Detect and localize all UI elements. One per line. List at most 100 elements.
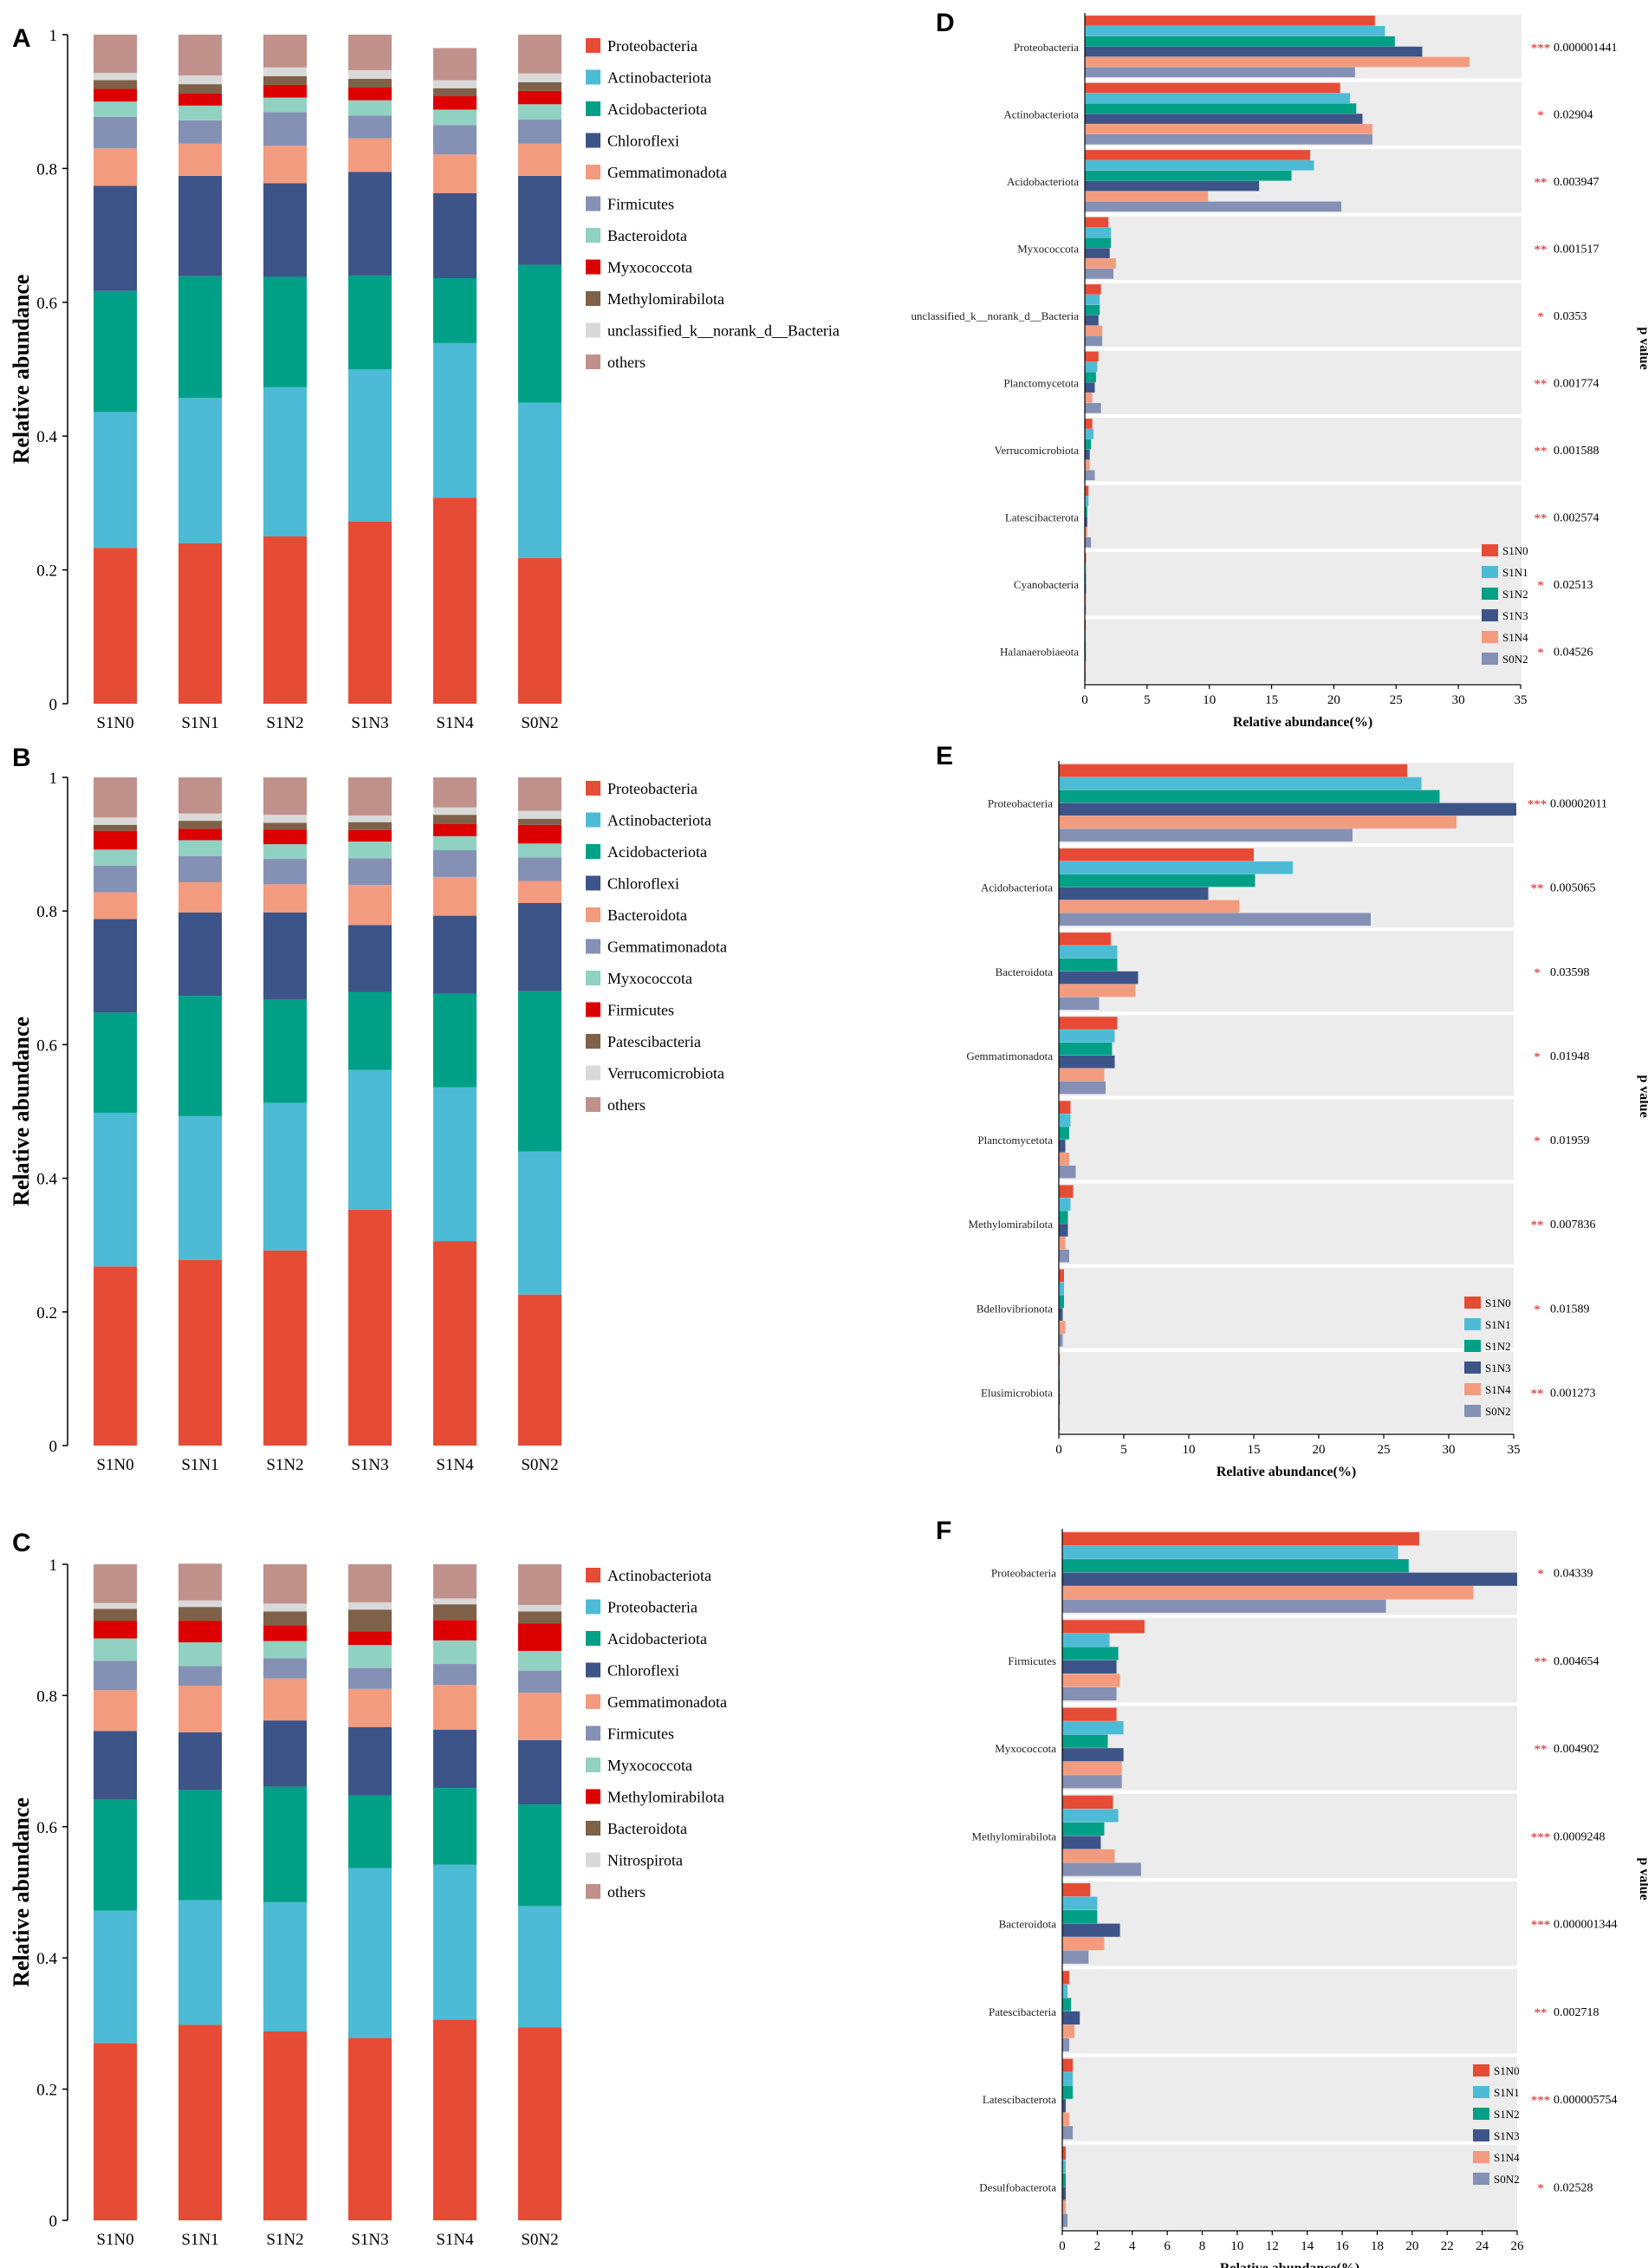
bar-segment: [433, 807, 477, 816]
bar-segment: [433, 278, 477, 343]
bar-segment: [348, 1688, 392, 1727]
legend-label: Myxococcota: [607, 970, 692, 987]
y-tick-label: 0: [49, 696, 58, 714]
bar-segment: [348, 100, 392, 116]
bar-segment: [518, 1294, 561, 1446]
bar-segment: [94, 1660, 137, 1691]
category-label: Gemmatimonadota: [966, 1050, 1053, 1063]
bar-segment: [178, 1600, 222, 1608]
bar: [1085, 449, 1090, 460]
x-tick-label: 20: [1327, 693, 1340, 707]
x-tick-label: 5: [1120, 1443, 1127, 1457]
bar: [1085, 159, 1314, 171]
y-tick-label: 0.4: [36, 428, 57, 446]
bar-segment: [263, 2031, 307, 2220]
bar-segment: [348, 1631, 392, 1646]
legend-label: Proteobacteria: [607, 37, 697, 55]
bar: [1062, 2072, 1074, 2086]
bar-segment: [518, 35, 561, 74]
category-label: Methylomirabilota: [969, 1218, 1054, 1231]
legend-swatch: [1464, 1318, 1481, 1330]
legend-swatch: [586, 1662, 600, 1678]
significance-stars: ***: [1531, 2094, 1551, 2108]
bar: [1085, 351, 1099, 362]
bar: [1085, 496, 1089, 507]
bar: [1062, 1910, 1098, 1924]
x-tick-label: S1N4: [436, 714, 474, 732]
bar: [1062, 2085, 1074, 2099]
bar-segment: [433, 88, 477, 97]
bar: [1059, 1237, 1066, 1250]
bar: [1059, 1224, 1068, 1237]
legend-swatch: [586, 875, 600, 891]
legend-label: Firmicutes: [607, 1725, 674, 1743]
bar: [1059, 1269, 1064, 1283]
bar-segment: [178, 1732, 222, 1790]
bar: [1062, 2099, 1067, 2113]
bar: [1062, 1809, 1119, 1823]
bar-segment: [433, 1685, 477, 1730]
legend-label: S1N1: [1502, 566, 1528, 579]
bar-segment: [94, 101, 137, 117]
x-tick-label: 22: [1441, 2239, 1454, 2253]
x-tick-label: S1N1: [181, 1456, 218, 1474]
bar-segment: [348, 78, 392, 88]
bar: [1062, 1937, 1105, 1951]
legend-swatch: [1482, 544, 1498, 556]
legend-label: Acidobacteriota: [607, 843, 707, 861]
legend-label: S1N0: [1485, 1296, 1511, 1309]
bar: [1062, 2011, 1080, 2025]
legend-swatch: [586, 971, 600, 985]
bar: [1059, 848, 1254, 861]
bar-segment: [178, 1621, 222, 1643]
y-tick-label: 0.6: [36, 1819, 57, 1837]
legend-swatch: [1482, 609, 1498, 621]
bar-segment: [178, 1666, 222, 1686]
bar-segment: [348, 115, 392, 139]
legend-swatch: [1473, 2129, 1489, 2141]
x-tick-label: 10: [1230, 2239, 1243, 2253]
category-label: Verrucomicrobiota: [995, 444, 1080, 457]
bar-segment: [94, 1690, 137, 1732]
bar: [1085, 191, 1209, 202]
bar-segment: [348, 1726, 392, 1796]
bar: [1062, 2187, 1067, 2200]
y-tick-label: 1: [49, 1556, 58, 1575]
bar-segment: [263, 829, 307, 845]
panel-letter: E: [936, 742, 953, 770]
p-value-label: 0.01589: [1550, 1303, 1590, 1316]
bar-segment: [348, 1209, 392, 1446]
p-value-label: 0.01948: [1550, 1050, 1590, 1063]
bar-segment: [433, 192, 477, 279]
legend-swatch: [586, 1789, 600, 1804]
bar-segment: [263, 1720, 307, 1787]
legend-swatch: [1482, 566, 1498, 578]
legend-label: Bacteroidota: [607, 907, 687, 924]
p-value-label: 0.004902: [1554, 1743, 1599, 1756]
bar: [1085, 393, 1093, 403]
legend-swatch: [586, 1725, 600, 1741]
bar-segment: [178, 1686, 222, 1732]
significance-stars: **: [1534, 2006, 1547, 2020]
y-tick-label: 0.6: [36, 295, 57, 313]
legend-label: S1N1: [1494, 2086, 1520, 2099]
bar-segment: [433, 1788, 477, 1865]
significance-stars: **: [1531, 882, 1544, 896]
bar-segment: [94, 919, 137, 1013]
bar: [1085, 237, 1112, 249]
bar: [1085, 428, 1094, 439]
bar-segment: [433, 815, 477, 824]
y-tick-label: 0.8: [36, 1687, 57, 1706]
bar: [1062, 1572, 1517, 1586]
significance-stars: ***: [1528, 798, 1547, 812]
bar-segment: [518, 1693, 561, 1740]
bar: [1085, 527, 1087, 537]
x-tick-label: S0N2: [521, 1456, 558, 1474]
bar-segment: [178, 1607, 222, 1621]
y-tick-label: 0.2: [36, 1304, 57, 1322]
bar: [1085, 269, 1114, 279]
bar: [1059, 1152, 1069, 1166]
bar-segment: [94, 865, 137, 893]
row-background: [1059, 1183, 1514, 1264]
